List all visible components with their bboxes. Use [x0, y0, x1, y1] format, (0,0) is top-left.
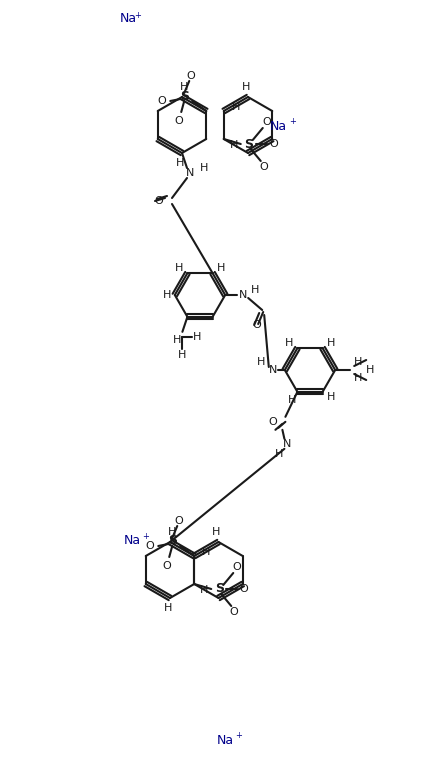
Text: H: H	[162, 290, 171, 300]
Text: O: O	[268, 417, 277, 427]
Text: H: H	[175, 263, 184, 273]
Text: S: S	[215, 582, 224, 596]
Text: N: N	[283, 439, 291, 449]
Text: O: O	[175, 116, 184, 126]
Text: O: O	[230, 607, 239, 617]
Text: H: H	[180, 82, 188, 92]
Text: +: +	[289, 117, 295, 126]
Text: H: H	[176, 158, 184, 168]
Text: +: +	[235, 731, 242, 740]
Text: O: O	[263, 117, 271, 127]
Text: H: H	[230, 140, 238, 150]
Text: H: H	[354, 357, 362, 367]
Text: O: O	[158, 96, 166, 106]
Text: Na: Na	[216, 734, 234, 746]
Text: O: O	[240, 584, 249, 594]
Text: O: O	[154, 196, 163, 206]
Text: O: O	[259, 162, 268, 172]
Text: Na: Na	[124, 534, 141, 547]
Text: O: O	[163, 561, 172, 571]
Text: H: H	[354, 373, 362, 383]
Text: H: H	[285, 338, 294, 348]
Text: O: O	[187, 71, 196, 81]
Text: O: O	[175, 516, 184, 526]
Text: H: H	[257, 357, 265, 367]
Text: S: S	[168, 534, 177, 547]
Text: H: H	[216, 263, 225, 273]
Text: +: +	[142, 532, 149, 541]
Text: H: H	[327, 392, 335, 402]
Text: +: +	[134, 11, 142, 20]
Text: N: N	[239, 290, 247, 300]
Text: Na: Na	[270, 120, 287, 132]
Text: H: H	[193, 332, 202, 342]
Text: H: H	[251, 285, 259, 295]
Text: N: N	[186, 168, 194, 178]
Text: H: H	[173, 335, 182, 345]
Text: H: H	[288, 395, 296, 405]
Text: O: O	[233, 562, 242, 572]
Text: H: H	[200, 585, 208, 595]
Text: O: O	[146, 541, 154, 551]
Text: H: H	[164, 603, 172, 613]
Text: H: H	[366, 365, 374, 375]
Text: H: H	[327, 338, 335, 348]
Text: H: H	[178, 350, 186, 360]
Text: H: H	[242, 82, 250, 92]
Text: O: O	[253, 320, 262, 330]
Text: H: H	[168, 527, 176, 537]
Text: S: S	[244, 138, 253, 151]
Text: H: H	[231, 102, 240, 112]
Text: H: H	[202, 547, 210, 557]
Text: N: N	[269, 365, 277, 375]
Text: H: H	[275, 449, 283, 459]
Text: H: H	[212, 527, 221, 537]
Text: H: H	[200, 163, 208, 173]
Text: O: O	[269, 139, 278, 149]
Text: S: S	[180, 89, 189, 102]
Text: Na: Na	[119, 11, 137, 24]
